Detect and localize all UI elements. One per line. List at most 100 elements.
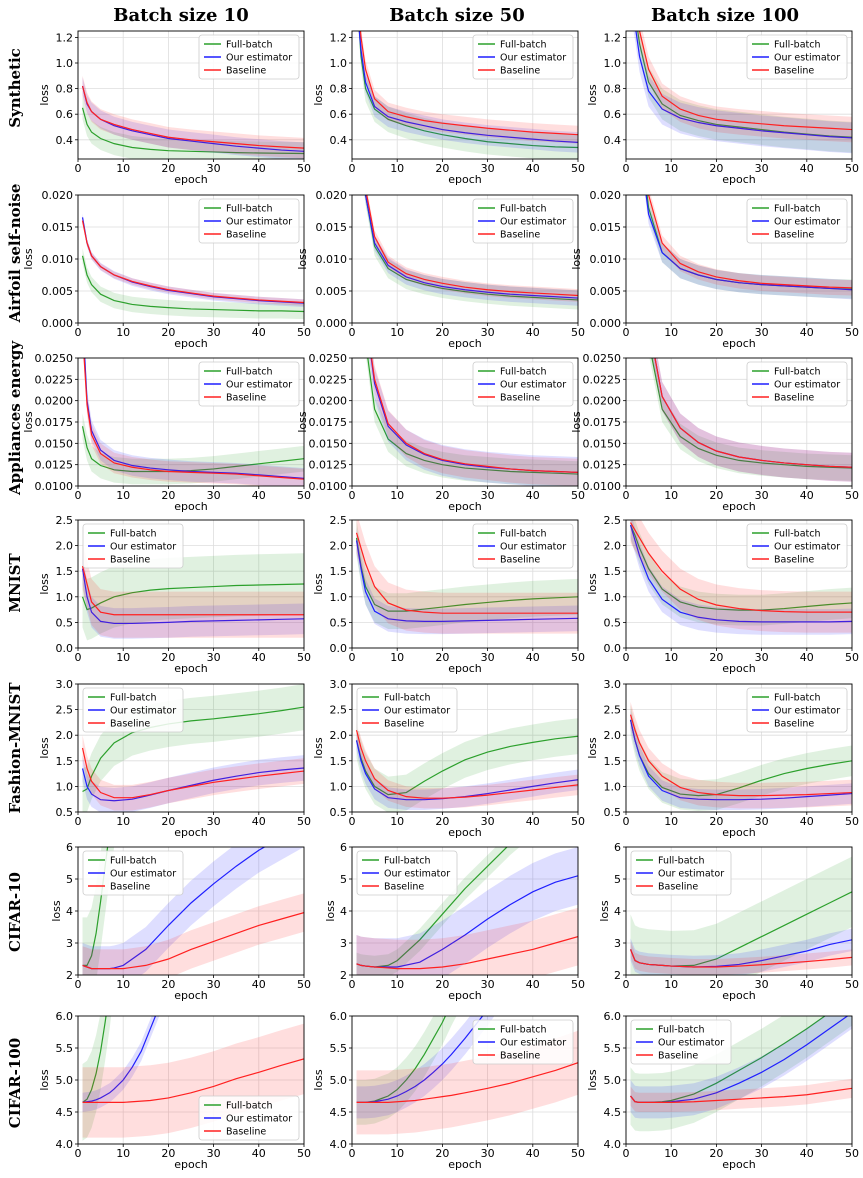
row-title-3: Appliances energy — [6, 340, 24, 496]
legend: Full-batch Our estimator Baseline — [472, 198, 574, 244]
legend-box — [198, 34, 300, 80]
legend-label-baseline: Baseline — [500, 555, 540, 566]
axes-frame — [77, 519, 305, 649]
panel-r5-c3: 0 10 20 30 40 50 0.5 1.0 1.5 2.0 2.5 3.0 epoch loss Fu… — [586, 678, 859, 839]
y-tick-label: 4 — [340, 905, 347, 918]
plot-area — [356, 1016, 578, 1135]
band-baseline — [356, 520, 578, 634]
line-full-batch — [355, 735, 578, 796]
x-tick-label: 10 — [664, 1147, 678, 1160]
x-tick-label: 20 — [709, 815, 723, 828]
x-tick-label: 0 — [623, 978, 630, 991]
axes-frame — [351, 519, 579, 649]
x-tick-label: 40 — [800, 815, 814, 828]
legend-label-our-estimator: Our estimator — [774, 217, 840, 228]
plot-area — [629, 701, 852, 811]
x-tick-label: 50 — [571, 1147, 585, 1160]
legend-label-baseline: Baseline — [500, 66, 540, 77]
x-tick-label: 20 — [161, 1147, 175, 1160]
legend-label-our-estimator: Our estimator — [500, 217, 566, 228]
y-axis-label: loss — [296, 411, 309, 433]
y-tick-label: 3 — [66, 937, 73, 950]
legend-box — [746, 687, 848, 733]
x-tick-label: 50 — [571, 326, 585, 339]
plot-area — [630, 1016, 852, 1132]
line-our-estimator — [81, 568, 304, 625]
legend-label-baseline: Baseline — [500, 1051, 540, 1062]
x-tick-label: 20 — [435, 1147, 449, 1160]
y-tick-label: 0.4 — [330, 134, 348, 147]
x-tick-label: 10 — [390, 815, 404, 828]
plot-area — [649, 358, 852, 482]
legend-label-full-batch: Full-batch — [658, 856, 705, 867]
band-full-batch — [82, 553, 304, 641]
line-baseline — [638, 31, 852, 131]
x-tick-label: 30 — [755, 651, 769, 664]
legend-label-our-estimator: Our estimator — [384, 869, 450, 880]
x-tick-label: 40 — [526, 1147, 540, 1160]
y-tick-label: 0.010 — [42, 253, 74, 266]
x-tick-label: 0 — [349, 489, 356, 502]
line-baseline — [81, 565, 304, 616]
x-tick-label: 50 — [845, 326, 859, 339]
band-our-estimator — [630, 928, 852, 975]
x-tick-label: 30 — [481, 815, 495, 828]
legend-label-full-batch: Full-batch — [110, 856, 157, 867]
legend-label-our-estimator: Our estimator — [658, 869, 724, 880]
x-axis-label: epoch — [174, 173, 208, 186]
x-tick-label: 0 — [75, 1147, 82, 1160]
x-tick-label: 20 — [709, 978, 723, 991]
x-tick-label: 20 — [161, 162, 175, 175]
x-tick-label: 30 — [755, 326, 769, 339]
panel-r3-c2: 0 10 20 30 40 500.01000.01250.01500.01750.020… — [296, 352, 585, 513]
x-axis-label: epoch — [448, 500, 482, 513]
band-baseline — [369, 358, 578, 486]
y-tick-label: 0.0 — [56, 642, 74, 655]
x-tick-label: 50 — [845, 651, 859, 664]
x-tick-label: 40 — [800, 326, 814, 339]
band-full-batch — [366, 358, 578, 486]
y-tick-label: 1.0 — [56, 591, 74, 604]
legend: Full-batch Our estimator Baseline — [198, 361, 300, 407]
x-tick-label: 40 — [526, 162, 540, 175]
legend-label-full-batch: Full-batch — [774, 693, 821, 704]
x-axis-label: epoch — [174, 826, 208, 839]
line-baseline — [654, 358, 852, 468]
x-tick-label: 0 — [623, 1147, 630, 1160]
x-tick-label: 30 — [481, 978, 495, 991]
y-axis-label: loss — [324, 900, 337, 922]
x-tick-label: 20 — [435, 489, 449, 502]
legend-label-full-batch: Full-batch — [500, 204, 547, 215]
legend-label-full-batch: Full-batch — [774, 204, 821, 215]
column-title-2: Batch size 50 — [389, 5, 524, 26]
y-tick-label: 2.5 — [330, 704, 348, 717]
legend-box — [82, 850, 184, 896]
x-tick-label: 40 — [252, 162, 266, 175]
legend-box — [198, 361, 300, 407]
band-full-batch — [82, 96, 304, 159]
y-tick-label: 2.0 — [56, 729, 74, 742]
band-baseline — [652, 358, 852, 482]
panel-r2-c1: 0 10 20 30 40 50 0.000 0.005 0.010 0.015 0.020 epoc… — [22, 189, 311, 350]
x-tick-label: 10 — [390, 978, 404, 991]
y-tick-label: 2.5 — [56, 704, 74, 717]
plot-area — [81, 75, 304, 159]
legend-box — [198, 198, 300, 244]
x-tick-label: 20 — [709, 489, 723, 502]
y-tick-label: 0.0200 — [309, 395, 348, 408]
x-axis-label: epoch — [448, 826, 482, 839]
line-full-batch — [81, 255, 304, 313]
panel-r4-c1: 0 10 20 30 40 50 0.0 0.5 1.0 1.5 2.0 2.5 epoch loss Fu… — [38, 514, 311, 675]
x-tick-label: 10 — [116, 162, 130, 175]
legend-label-baseline: Baseline — [384, 882, 424, 893]
x-tick-label: 0 — [75, 815, 82, 828]
y-tick-label: 2 — [340, 969, 347, 982]
plot-area — [81, 358, 304, 486]
x-axis-label: epoch — [722, 1158, 756, 1171]
line-full-batch — [356, 1016, 447, 1104]
legend-label-our-estimator: Our estimator — [226, 380, 292, 391]
x-axis-label: epoch — [722, 337, 756, 350]
x-tick-label: 30 — [481, 1147, 495, 1160]
line-baseline — [356, 936, 578, 970]
x-tick-label: 30 — [755, 978, 769, 991]
